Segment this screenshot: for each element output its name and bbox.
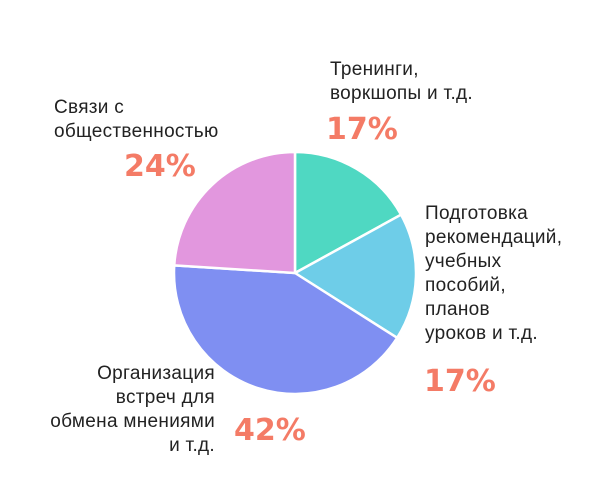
slice-label-line: Тренинги,	[330, 59, 419, 80]
slice-value-label: 17%	[326, 112, 398, 147]
slice-value-label: 17%	[424, 364, 496, 399]
slice-label-line: обмена мнениями	[50, 411, 215, 432]
pie-slice-trainings	[293, 150, 403, 275]
slice-label-line: уроков и т.д.	[425, 323, 538, 344]
slice-label-line: Связи с	[54, 97, 124, 118]
slice-label-line: встреч для	[116, 387, 215, 408]
slice-label-trainings: Тренинги, воркшопы и т.д. 17%	[326, 59, 473, 147]
slice-label-preparation: Подготовка рекомендаций, учебных пособий…	[424, 203, 562, 399]
pie-slice-public-relations	[172, 150, 297, 275]
slice-label-line: воркшопы и т.д.	[330, 83, 473, 104]
slice-value-label: 42%	[234, 413, 306, 448]
slice-label-line: планов	[425, 299, 490, 320]
slice-label-line: рекомендаций,	[425, 227, 562, 248]
pie-slices	[172, 150, 418, 396]
slice-label-line: Подготовка	[425, 203, 528, 224]
slice-label-line: и т.д.	[169, 435, 215, 456]
pie-slice-meetings	[172, 264, 399, 396]
slice-label-line: Организация	[97, 363, 215, 384]
slice-label-public-relations: Связи с общественностью 24%	[54, 97, 219, 184]
slice-value-label: 24%	[124, 149, 196, 184]
slice-label-line: пособий,	[425, 275, 506, 296]
slice-label-line: общественностью	[54, 121, 219, 142]
slice-label-line: учебных	[425, 251, 502, 272]
slice-label-meetings: Организация встреч для обмена мнениями и…	[50, 363, 306, 456]
pie-slice-preparation	[293, 213, 418, 340]
